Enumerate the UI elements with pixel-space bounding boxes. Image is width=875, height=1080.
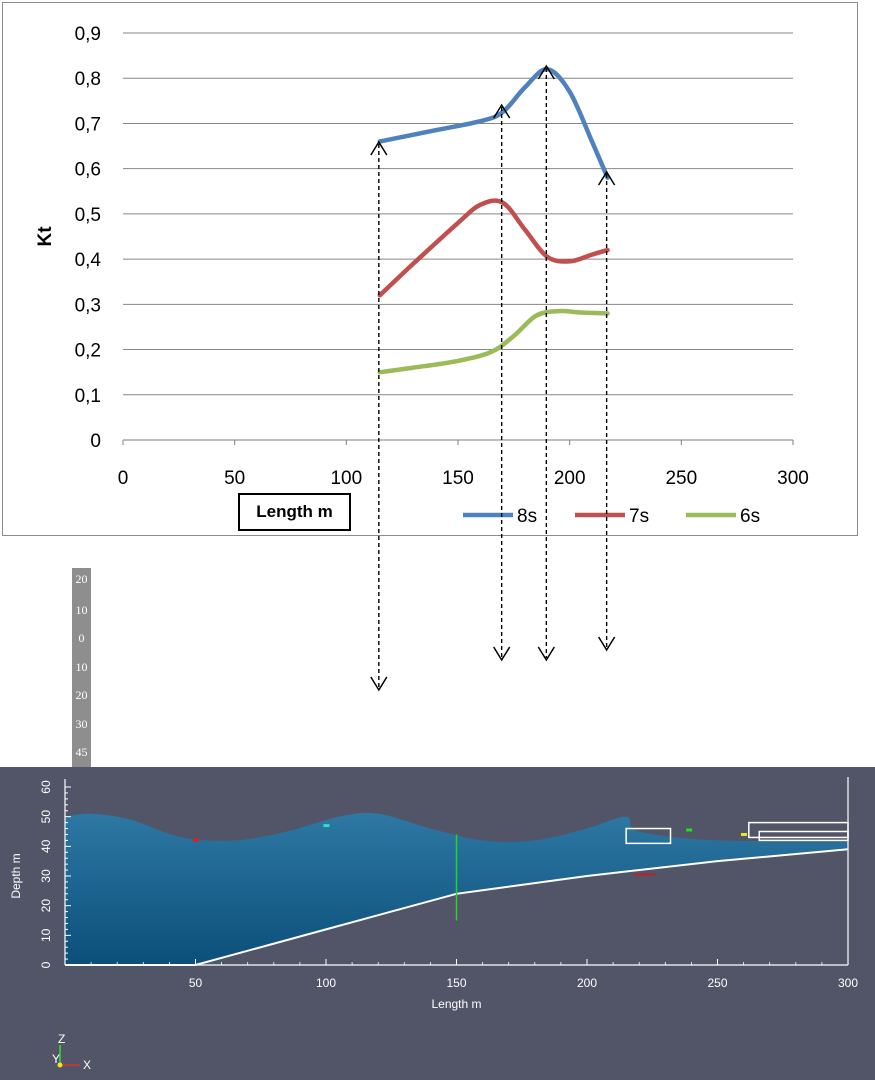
- triad-z-label: Z: [58, 1032, 65, 1046]
- x-tick-label: 300: [777, 468, 809, 489]
- length-tick-label: 200: [577, 976, 597, 990]
- y-tick-label: 0,7: [75, 114, 101, 135]
- arrow-head-down: [370, 676, 388, 692]
- depth-tick-label: 10: [39, 928, 53, 942]
- length-tick-label: 250: [707, 976, 727, 990]
- length-axis-label: Length m: [431, 997, 481, 1011]
- probe-marker: [740, 832, 747, 836]
- x-tick-label: 50: [224, 468, 245, 489]
- depth-tick-label: 20: [39, 899, 53, 913]
- strip-label: 20: [75, 572, 88, 586]
- y-tick-label: 0,3: [75, 295, 101, 316]
- triad-origin: [57, 1062, 63, 1068]
- probe-marker: [686, 828, 693, 832]
- depth-tick-label: 50: [39, 810, 53, 824]
- arrow-head-down: [597, 636, 616, 652]
- strip-label: 0: [78, 631, 85, 645]
- series-line-8s: [377, 66, 610, 180]
- y-tick-label: 0,5: [75, 205, 101, 226]
- strip-label: 10: [75, 603, 88, 617]
- series-line-7s: [377, 198, 610, 298]
- depth-axis-label: Depth m: [9, 853, 23, 898]
- length-tick-label: 300: [838, 976, 858, 990]
- legend-label: 6s: [740, 506, 760, 527]
- strip-label: 45: [75, 745, 88, 759]
- breakwater-structure-inner: [758, 830, 849, 842]
- y-tick-label: 0,8: [75, 69, 101, 90]
- kt-chart: 0 0,1 0,2 0,3 0,4 0,5 0,6 0,7 0,8 0,9 0 50 100 150 200…: [35, 24, 809, 527]
- kt-chart-frame: 0 0,1 0,2 0,3 0,4 0,5 0,6 0,7 0,8 0,9 0 50 100 150 200…: [2, 2, 858, 536]
- x-tick-label: 0: [118, 468, 129, 489]
- depth-tick-label: 40: [39, 839, 53, 853]
- x-axis-label: Length m: [238, 493, 351, 531]
- breakwater-structure: [748, 821, 849, 839]
- legend-label: 8s: [517, 506, 537, 527]
- probe-marker: [323, 824, 330, 828]
- series-line-6s: [377, 308, 610, 375]
- y-tick-label: 0,9: [75, 24, 101, 45]
- wave-simulation-plot: 0 10 20 30 40 50 60 50 100 150 200 250 300 Length m De…: [9, 777, 858, 1072]
- strip-label: 30: [75, 717, 88, 731]
- submerged-structure: [625, 827, 672, 845]
- arrow-head-down: [493, 646, 511, 662]
- y-tick-label: 0,6: [75, 160, 101, 181]
- strip-label: 10: [75, 660, 88, 674]
- axis-triad-icon: ZY X: [52, 1032, 91, 1072]
- triad-x-label: X: [83, 1058, 91, 1072]
- x-tick-label: 150: [442, 468, 474, 489]
- length-tick-label: 100: [316, 976, 336, 990]
- depth-tick-label: 30: [39, 869, 53, 883]
- x-tick-label: 100: [330, 468, 362, 489]
- x-tick-label: 250: [665, 468, 697, 489]
- y-tick-label: 0,2: [75, 341, 101, 362]
- depth-tick-label: 0: [39, 961, 53, 968]
- y-tick-label: 0,1: [75, 386, 101, 407]
- y-tick-label: 0,4: [75, 250, 102, 271]
- strip-label: 20: [75, 688, 88, 702]
- arrow-head-down: [537, 646, 555, 662]
- depth-scale-strip: 20 10 0 10 20 30 45: [72, 568, 91, 768]
- length-tick-label: 50: [189, 976, 203, 990]
- y-tick-label: 0: [90, 431, 101, 452]
- length-tick-label: 150: [446, 976, 466, 990]
- y-axis-label: Kt: [35, 226, 56, 247]
- legend-label: 7s: [629, 506, 649, 527]
- probe-marker: [192, 838, 199, 842]
- triad-y-label: Y: [52, 1052, 60, 1066]
- depth-tick-label: 60: [39, 780, 53, 794]
- x-tick-label: 200: [554, 468, 586, 489]
- simulation-panel: 0 10 20 30 40 50 60 50 100 150 200 250 300 Length m De…: [0, 767, 875, 1080]
